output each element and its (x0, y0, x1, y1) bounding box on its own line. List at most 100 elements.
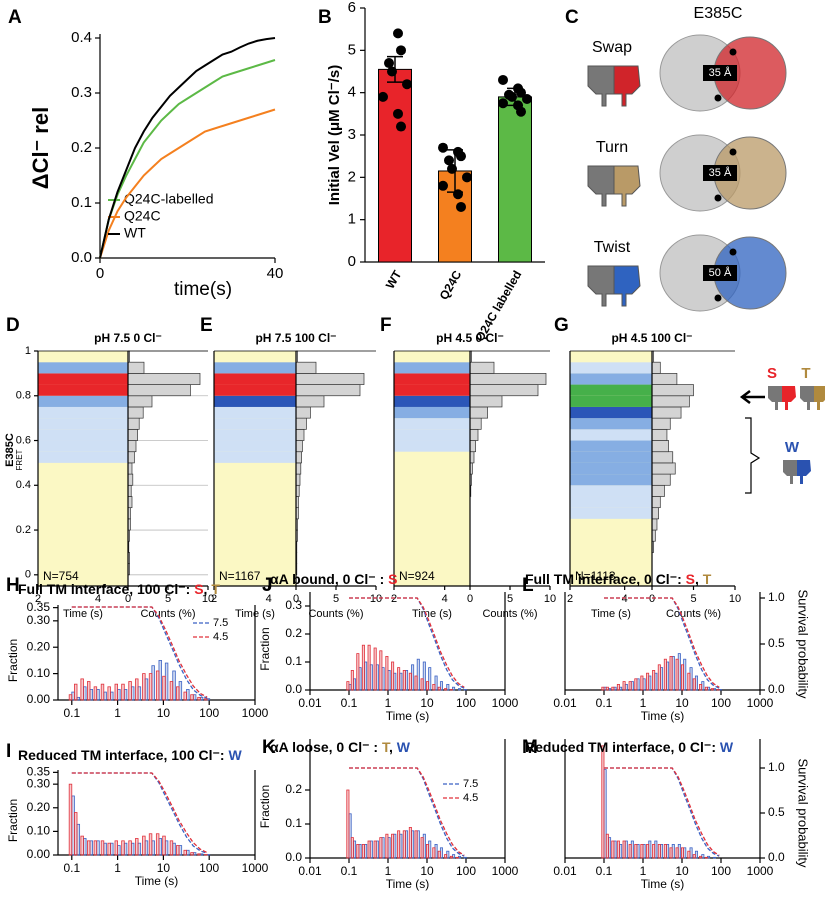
y-axis-label: E385C (4, 433, 16, 467)
heat-cell (38, 395, 128, 407)
hist-bar (663, 844, 667, 859)
title-part: T (703, 571, 712, 587)
hist-bar (657, 664, 661, 691)
data-point (387, 66, 397, 77)
x2-tick-label: 0 (125, 593, 131, 605)
title-part: Full TM interface, 0 Cl⁻: (525, 571, 686, 587)
distance-label: 35 Å (709, 66, 732, 79)
x-tick-label: 100 (199, 706, 219, 720)
hist-bar (128, 840, 132, 856)
heat-cell (214, 496, 296, 508)
hist-bar (640, 844, 644, 859)
hist-bar (127, 395, 153, 408)
hist-bar (710, 688, 714, 691)
hist-bar (680, 847, 685, 859)
bracket (745, 417, 761, 494)
y-tick-label: 0.1 (285, 654, 302, 668)
heat-cell (214, 462, 296, 475)
y-tick-label: 0.00 (27, 847, 51, 861)
data-point (396, 121, 406, 132)
icon-right (613, 265, 641, 307)
hist-bar (100, 840, 105, 856)
heat-cell (214, 373, 296, 385)
heat-cell (214, 541, 296, 553)
hist-bar (716, 689, 720, 691)
x-axis-label: Time (s) (641, 709, 685, 723)
heat-cell (214, 563, 296, 575)
hist-bar (469, 440, 476, 453)
hist-bar (121, 840, 125, 856)
heat-cell (570, 541, 652, 553)
heat-cell (38, 541, 128, 553)
title-part: S (388, 571, 397, 587)
hist-bar (346, 681, 350, 691)
x-tick-label: 0.01 (298, 864, 322, 878)
hist-bar (434, 675, 438, 691)
n-label: N=754 (43, 569, 79, 583)
y-tick-label: 0.10 (27, 824, 51, 838)
heat-cell (570, 507, 652, 519)
title-part: S (194, 581, 203, 597)
hist-bar (699, 684, 703, 691)
heat-cell (570, 373, 652, 385)
x-tick-label: 100 (199, 861, 219, 875)
label-site (729, 148, 737, 156)
bar (498, 96, 532, 263)
y-tick-label: 0.00 (27, 692, 51, 706)
survival-line (604, 767, 720, 856)
hist-bar (432, 684, 436, 691)
y-tick-label: 0.0 (285, 682, 302, 696)
heat-cell (394, 451, 470, 463)
panel-title: Full TM interface, 0 Cl⁻: S, T (525, 571, 712, 587)
heat-cell (38, 485, 128, 497)
legend-label: Q24C-labelled (124, 191, 214, 207)
icon-right (814, 386, 825, 410)
heat-cell (214, 474, 296, 486)
hist-bar (704, 686, 708, 691)
heat-cell (394, 507, 470, 519)
x-tick-label: 0.01 (298, 696, 322, 710)
hist-bar (127, 384, 191, 397)
hist-bar (148, 833, 153, 856)
x-tick-label: 1000 (242, 861, 269, 875)
hist-bar (121, 683, 125, 701)
hist-bar (397, 667, 401, 691)
x-tick-label: 4 (266, 593, 272, 605)
hist-bar (350, 837, 354, 859)
heat-cell (570, 451, 652, 463)
heat-cell (214, 351, 296, 363)
heat-cell (38, 362, 128, 374)
label-site (714, 94, 722, 102)
hist-bar (155, 670, 160, 701)
data-point (507, 91, 517, 102)
hist-bar (127, 451, 135, 464)
hist-bar (611, 840, 615, 859)
y-tick-label: 0.8 (16, 390, 31, 402)
hist-bar (469, 417, 482, 430)
y-tick-label: 0.0 (285, 850, 302, 864)
x-tick-label: 0.1 (63, 861, 80, 875)
x-tick-label: 0 (96, 265, 104, 282)
y-axis-label: Initial Vel (μM Cl⁻/s) (326, 65, 343, 205)
survival-line (71, 606, 208, 698)
state-label: Twist (594, 239, 631, 256)
y-tick-label: 0.1 (285, 816, 302, 830)
x-tick-label: 0.01 (553, 864, 577, 878)
x2-tick-label: 5 (165, 593, 171, 605)
panel-letter: A (8, 7, 22, 28)
hist-bar (651, 361, 661, 374)
heat-cell (38, 440, 128, 452)
panel-letter: C (565, 7, 579, 28)
hist-bar (114, 683, 118, 701)
heat-cell (394, 518, 470, 531)
hist-bar (605, 686, 609, 691)
data-line (99, 59, 276, 259)
x-tick-label: 100 (711, 864, 731, 878)
y-axis-label: Fraction (6, 639, 20, 682)
hist-bar (449, 855, 453, 859)
hist-bar (379, 650, 383, 691)
heat-cell (214, 507, 296, 519)
hist-bar (68, 694, 73, 701)
hist-bar (651, 440, 669, 453)
data-point (402, 79, 412, 90)
